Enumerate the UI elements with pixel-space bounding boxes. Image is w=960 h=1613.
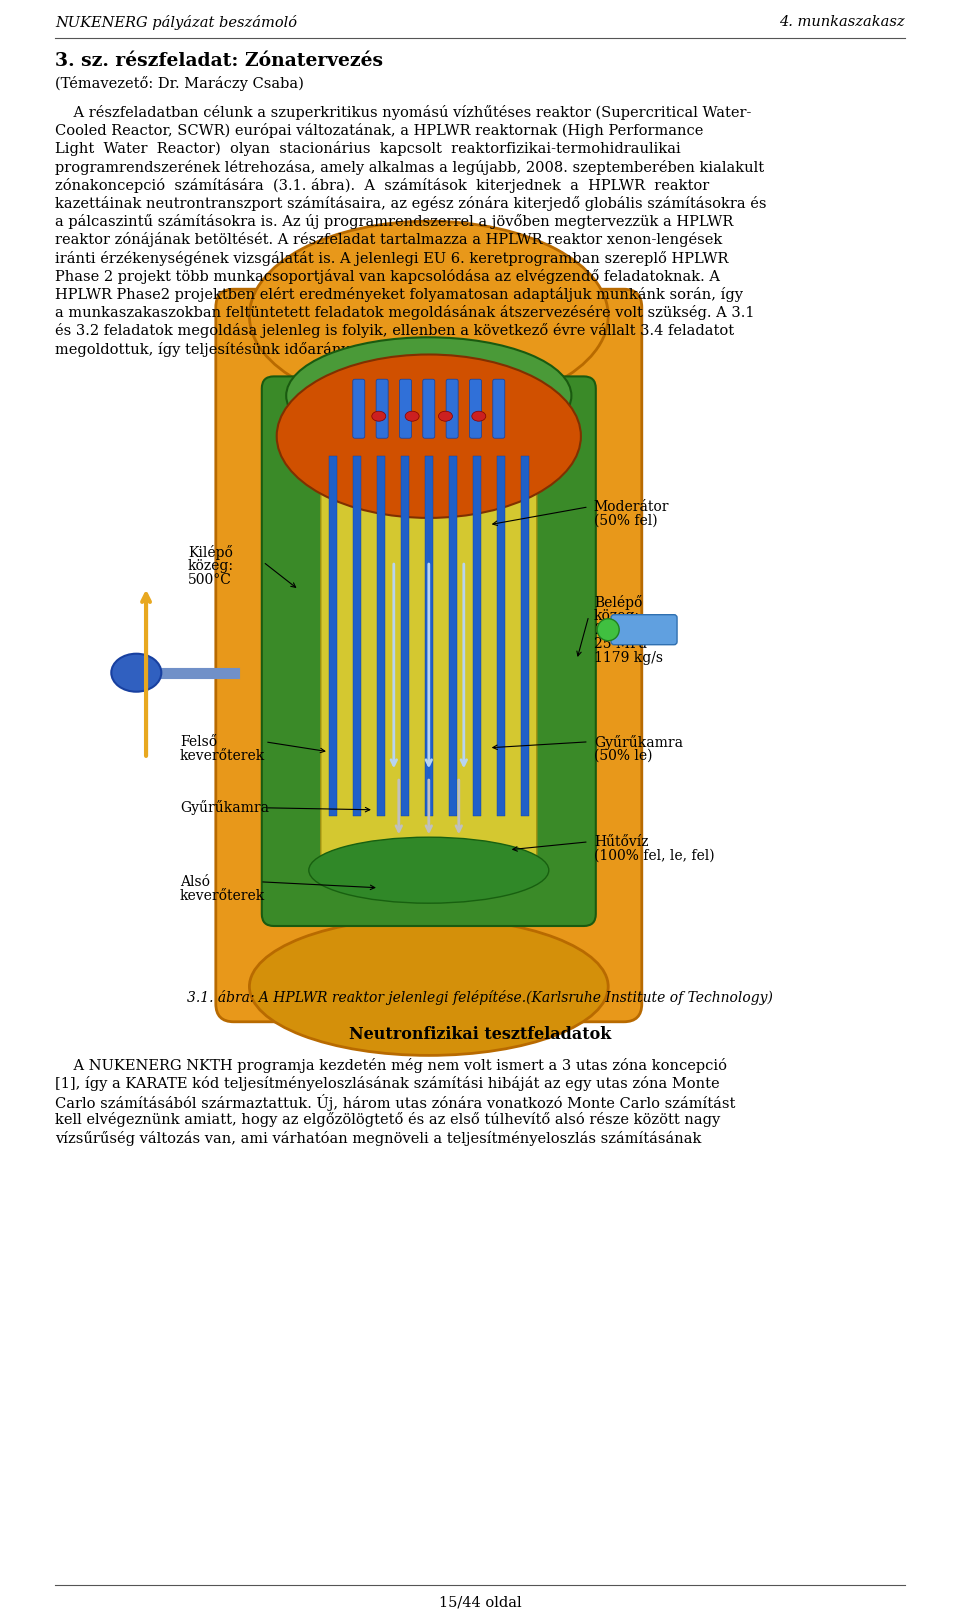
Text: közeg:: közeg: (594, 608, 639, 623)
FancyBboxPatch shape (262, 376, 596, 926)
Text: keverőterek: keverőterek (180, 889, 265, 903)
Text: 25 MPa: 25 MPa (594, 637, 647, 650)
FancyBboxPatch shape (422, 379, 435, 439)
Text: Neutronfizikai tesztfeladatok: Neutronfizikai tesztfeladatok (348, 1026, 612, 1042)
Text: reaktor zónájának betöltését. A részfeladat tartalmazza a HPLWR reaktor xenon-le: reaktor zónájának betöltését. A részfela… (55, 232, 722, 247)
Text: iránti érzékenységének vizsgálatát is. A jelenlegi EU 6. keretprogramban szerepl: iránti érzékenységének vizsgálatát is. A… (55, 250, 729, 266)
Text: és 3.2 feladatok megoldása jelenleg is folyik, ellenben a következő évre vállalt: és 3.2 feladatok megoldása jelenleg is f… (55, 323, 734, 339)
Text: HPLWR Phase2 projektben elért eredményeket folyamatosan adaptáljuk munkánk során: HPLWR Phase2 projektben elért eredmények… (55, 287, 743, 302)
FancyBboxPatch shape (472, 456, 481, 816)
Text: (50% le): (50% le) (594, 748, 652, 763)
Text: közeg:: közeg: (188, 558, 234, 573)
FancyBboxPatch shape (160, 379, 800, 969)
FancyBboxPatch shape (520, 456, 529, 816)
Text: A NUKENERG NKTH programja kezdetén még nem volt ismert a 3 utas zóna koncepció: A NUKENERG NKTH programja kezdetén még n… (55, 1058, 727, 1073)
Text: programrendszerének létrehozása, amely alkalmas a legújabb, 2008. szeptemberében: programrendszerének létrehozása, amely a… (55, 160, 764, 174)
FancyBboxPatch shape (446, 379, 458, 439)
Text: 500°C: 500°C (188, 573, 232, 587)
FancyBboxPatch shape (399, 379, 412, 439)
Ellipse shape (597, 619, 619, 640)
Text: Carlo számításából származtattuk. Új, három utas zónára vonatkozó Monte Carlo sz: Carlo számításából származtattuk. Új, há… (55, 1094, 735, 1111)
Text: Cooled Reactor, SCWR) európai változatának, a HPLWR reaktornak (High Performance: Cooled Reactor, SCWR) európai változatán… (55, 123, 704, 139)
Text: keverőterek: keverőterek (180, 748, 265, 763)
FancyBboxPatch shape (469, 379, 482, 439)
Text: Kilépő: Kilépő (188, 545, 233, 560)
Ellipse shape (111, 653, 161, 692)
Ellipse shape (372, 411, 386, 421)
FancyBboxPatch shape (353, 379, 365, 439)
Text: A részfeladatban célunk a szuperkritikus nyomású vízhűtéses reaktor (Supercritic: A részfeladatban célunk a szuperkritikus… (55, 105, 752, 119)
FancyBboxPatch shape (328, 456, 337, 816)
FancyBboxPatch shape (492, 379, 505, 439)
Ellipse shape (405, 411, 420, 421)
Text: zónakoncepció  számítására  (3.1. ábra).  A  számítások  kiterjednek  a  HPLWR  : zónakoncepció számítására (3.1. ábra). A… (55, 177, 709, 194)
Text: (Témavezető: Dr. Maráczy Csaba): (Témavezető: Dr. Maráczy Csaba) (55, 76, 304, 90)
Text: (100% fel, le, fel): (100% fel, le, fel) (594, 848, 714, 863)
Ellipse shape (286, 337, 571, 455)
Text: Light  Water  Reactor)  olyan  stacionárius  kapcsolt  reaktorfizikai-termohidra: Light Water Reactor) olyan stacionárius … (55, 142, 681, 156)
Text: Alsó: Alsó (180, 874, 210, 889)
FancyBboxPatch shape (376, 456, 385, 816)
FancyBboxPatch shape (216, 289, 642, 1021)
Ellipse shape (439, 411, 452, 421)
FancyBboxPatch shape (376, 379, 388, 439)
Text: a munkaszakaszokban feltüntetett feladatok megoldásának átszervezésére volt szük: a munkaszakaszokban feltüntetett feladat… (55, 305, 755, 321)
Text: 3.1. ábra: A HPLWR reaktor jelenlegi felépítése.(Karlsruhe Institute of Technolo: 3.1. ábra: A HPLWR reaktor jelenlegi fel… (187, 990, 773, 1005)
Text: kazettáinak neutrontranszport számításaira, az egész zónára kiterjedő globális s: kazettáinak neutrontranszport számításai… (55, 197, 766, 211)
Text: 280°C: 280°C (594, 623, 637, 637)
Text: Belépő: Belépő (594, 595, 642, 610)
Text: 4. munkaszakasz: 4. munkaszakasz (780, 15, 905, 29)
FancyBboxPatch shape (401, 456, 409, 816)
Text: 15/44 oldal: 15/44 oldal (439, 1595, 521, 1610)
Text: (50% fel): (50% fel) (594, 515, 658, 527)
Text: Gyűrűkamra: Gyűrűkamra (594, 736, 683, 750)
Ellipse shape (471, 411, 486, 421)
Ellipse shape (309, 837, 549, 903)
Ellipse shape (250, 221, 609, 410)
Text: vízsűrűség változás van, ami várhatóan megnöveli a teljesítményeloszlás számítás: vízsűrűség változás van, ami várhatóan m… (55, 1131, 702, 1145)
Text: Felső: Felső (180, 736, 217, 748)
FancyBboxPatch shape (321, 427, 537, 876)
FancyBboxPatch shape (449, 456, 457, 816)
Text: Hűtővíz: Hűtővíz (594, 836, 648, 848)
Ellipse shape (276, 355, 581, 518)
Text: Moderátor: Moderátor (594, 500, 669, 515)
FancyBboxPatch shape (424, 456, 433, 816)
Text: kell elvégeznünk amiatt, hogy az elgőzölögtető és az első túlhevítő alsó része k: kell elvégeznünk amiatt, hogy az elgőzöl… (55, 1113, 720, 1127)
FancyBboxPatch shape (497, 456, 505, 816)
FancyBboxPatch shape (612, 615, 677, 645)
Text: Phase 2 projekt több munkacsoportjával van kapcsolódása az elvégzendő feladatokn: Phase 2 projekt több munkacsoportjával v… (55, 269, 720, 284)
Ellipse shape (250, 918, 609, 1055)
Text: Gyűrűkamra: Gyűrűkamra (180, 800, 269, 815)
Text: megoldottuk, így teljesítésünk időarányosnak tekinthető.: megoldottuk, így teljesítésünk időarányo… (55, 342, 479, 356)
FancyBboxPatch shape (353, 456, 361, 816)
Text: 3. sz. részfeladat: Zónatervezés: 3. sz. részfeladat: Zónatervezés (55, 52, 383, 69)
Text: a pálcaszintű számításokra is. Az új programrendszerrel a jövőben megtervezzük a: a pálcaszintű számításokra is. Az új pro… (55, 215, 733, 229)
Text: [1], így a KARATE kód teljesítményeloszlásának számítási hibáját az egy utas zón: [1], így a KARATE kód teljesítményeloszl… (55, 1076, 720, 1090)
Text: NUKENERG pályázat beszámoló: NUKENERG pályázat beszámoló (55, 15, 297, 31)
Text: 1179 kg/s: 1179 kg/s (594, 650, 662, 665)
